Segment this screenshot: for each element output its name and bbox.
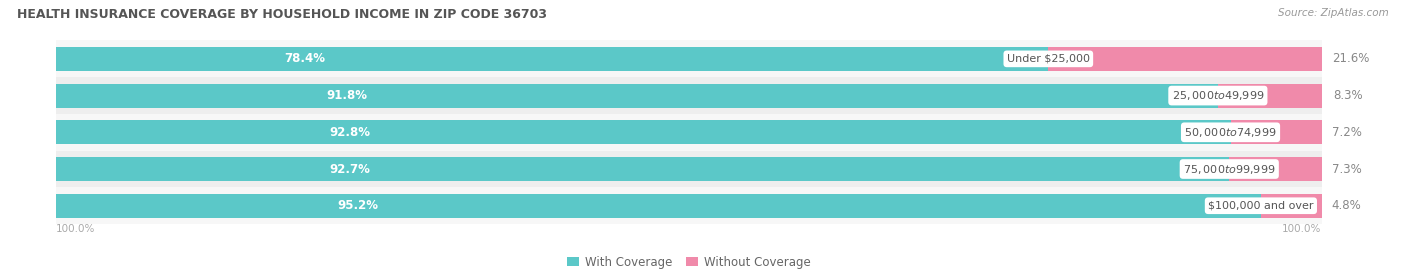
Text: 92.7%: 92.7% [329, 163, 370, 176]
Legend: With Coverage, Without Coverage: With Coverage, Without Coverage [562, 251, 815, 270]
Bar [56, 194, 1261, 218]
Text: 21.6%: 21.6% [1331, 52, 1369, 65]
Bar [56, 151, 1322, 187]
Text: 4.8%: 4.8% [1331, 199, 1361, 212]
Text: $50,000 to $74,999: $50,000 to $74,999 [1184, 126, 1277, 139]
Bar [1218, 84, 1323, 107]
Text: 92.8%: 92.8% [329, 126, 370, 139]
Text: 78.4%: 78.4% [284, 52, 325, 65]
Text: Source: ZipAtlas.com: Source: ZipAtlas.com [1278, 8, 1389, 18]
Bar [56, 47, 1049, 71]
Text: 7.3%: 7.3% [1331, 163, 1361, 176]
Bar [1049, 47, 1322, 71]
Text: 91.8%: 91.8% [326, 89, 367, 102]
Text: 100.0%: 100.0% [56, 224, 96, 234]
Bar [1229, 157, 1322, 181]
Bar [56, 84, 1218, 107]
Bar [56, 187, 1322, 224]
Text: 8.3%: 8.3% [1333, 89, 1362, 102]
Bar [1261, 194, 1322, 218]
Text: HEALTH INSURANCE COVERAGE BY HOUSEHOLD INCOME IN ZIP CODE 36703: HEALTH INSURANCE COVERAGE BY HOUSEHOLD I… [17, 8, 547, 21]
Text: $100,000 and over: $100,000 and over [1208, 201, 1313, 211]
Text: 100.0%: 100.0% [1282, 224, 1322, 234]
Text: 7.2%: 7.2% [1331, 126, 1361, 139]
Bar [56, 157, 1229, 181]
Text: $75,000 to $99,999: $75,000 to $99,999 [1182, 163, 1275, 176]
Bar [56, 40, 1322, 77]
Bar [56, 77, 1322, 114]
Text: 95.2%: 95.2% [337, 199, 378, 212]
Bar [56, 120, 1230, 144]
Text: $25,000 to $49,999: $25,000 to $49,999 [1171, 89, 1264, 102]
Bar [1230, 120, 1322, 144]
Bar [56, 114, 1322, 151]
Text: Under $25,000: Under $25,000 [1007, 54, 1090, 64]
